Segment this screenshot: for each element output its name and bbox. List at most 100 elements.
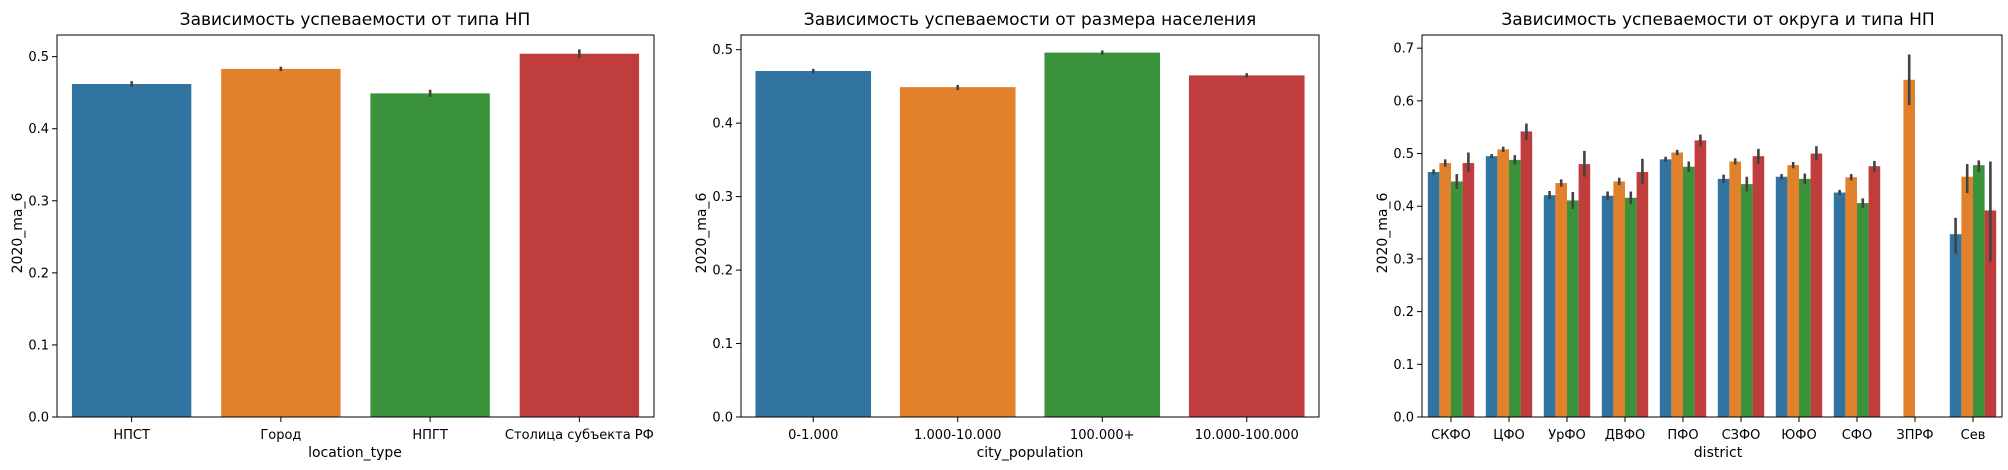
x-axis-label: city_population [977,445,1084,461]
bar [1497,149,1509,417]
bar [1973,165,1985,417]
bar [370,93,490,417]
chart-title: Зависимость успеваемости от типа НП [180,10,531,30]
chart-title: Зависимость успеваемости от размера насе… [804,10,1256,30]
x-tick-label: 10.000-100.000 [1195,428,1299,443]
bar [519,53,640,417]
y-tick-label: 0.5 [28,50,49,65]
bar [1671,152,1683,417]
bar [1810,153,1823,417]
x-tick-label: Сев [1961,428,1986,443]
bar [1833,192,1846,417]
chart-title: Зависимость успеваемости от округа и тип… [1501,10,1934,30]
x-tick-label: ЦФО [1493,428,1525,443]
plot-area: 0.0 0.1 0.2 0.3 0.4 0.5 НПСТ Город НПГТ Столица с… [28,34,655,443]
bar [1659,159,1672,417]
x-tick-label: НПГТ [412,428,447,443]
x-tick-label: СФО [1842,428,1873,443]
bar [1752,156,1765,417]
x-tick-label: НПСТ [113,428,150,443]
bar [1543,195,1556,417]
plot-area: 0.0 0.1 0.2 0.3 0.4 0.5 0.6 0.7 СКФО ЦФО УрФО ДВФО П… [1393,34,2003,443]
axes-frame [1421,34,2003,418]
x-tick-label: Город [260,428,301,443]
bar [1984,210,1997,417]
chart-district: Зависимость успеваемости от округа и тип… [1375,10,2003,461]
y-tick-label: 0.3 [1393,252,1414,267]
bar [71,84,192,417]
y-tick-label: 0.7 [1393,42,1414,57]
x-axis-label: district [1694,445,1743,461]
bar [1578,164,1591,417]
bar [1044,52,1161,417]
y-tick-label: 0.4 [28,122,49,137]
bar [1694,140,1707,417]
x-tick-label: ЗПРФ [1896,428,1933,443]
y-tick-label: 0.2 [712,264,733,279]
bar [755,70,872,417]
bar [1903,79,1915,418]
y-axis-label: 2020_ma_6 [694,193,710,274]
bar [899,87,1016,418]
y-axis-label: 2020_ma_6 [1375,193,1391,274]
x-tick-label: ПФО [1667,428,1698,443]
y-tick-label: 0.0 [1393,411,1414,426]
x-tick-label: 0-1.000 [788,428,838,443]
bar [1717,178,1730,417]
y-axis-label: 2020_ma_6 [10,193,26,274]
bar [1741,184,1753,417]
y-tick-label: 0.1 [1393,358,1414,373]
bar [1868,166,1881,417]
x-tick-label: 100.000+ [1070,428,1135,443]
y-tick-label: 0.2 [28,266,49,281]
bar [1509,159,1521,417]
bar [1601,195,1614,417]
bar [1683,166,1695,417]
bar [1555,183,1567,417]
bar [1729,161,1741,417]
bar [1427,171,1440,417]
bar [1462,163,1475,417]
bar [1613,181,1625,417]
bar [1188,75,1305,418]
y-tick-label: 0.2 [1393,305,1414,320]
y-tick-label: 0.5 [712,43,733,58]
x-tick-label: СКФО [1431,428,1471,443]
y-tick-label: 0.4 [712,117,733,132]
bar [1949,234,1962,417]
x-tick-label: 1.000-10.000 [914,428,1001,443]
chart-location-type: Зависимость успеваемости от типа НП loca… [10,10,655,461]
x-axis-label: location_type [308,445,402,461]
x-tick-label: ДВФО [1605,428,1646,443]
y-tick-label: 0.5 [1393,147,1414,162]
y-tick-label: 0.4 [1393,200,1414,215]
bar [1857,203,1869,417]
bar [1775,176,1788,417]
y-tick-label: 0.1 [712,337,733,352]
y-tick-label: 0.1 [28,338,49,353]
bar [1567,200,1579,417]
chart-city-population: Зависимость успеваемости от размера насе… [694,10,1320,461]
axes-frame [740,34,1320,418]
x-tick-label: ЮФО [1781,428,1816,443]
bar [1451,181,1463,417]
bar [1485,156,1498,417]
bar [1439,163,1451,417]
bar [1625,197,1637,417]
y-tick-label: 0.3 [712,190,733,205]
x-tick-label: СЗФО [1722,428,1761,443]
plot-area: 0.0 0.1 0.2 0.3 0.4 0.5 0-1.000 1.000-10.000 100… [712,34,1320,443]
x-tick-label: УрФО [1548,428,1586,443]
bar [1520,131,1533,418]
y-tick-label: 0.0 [28,411,49,426]
bar [221,68,341,417]
bar [1636,171,1649,417]
bar [1799,178,1811,417]
bar [1961,176,1973,417]
x-tick-label: Столица субъекта РФ [505,428,654,443]
y-tick-label: 0.6 [1393,94,1414,109]
axes-frame [56,34,655,418]
bar [1787,165,1799,417]
bar [1845,177,1857,417]
